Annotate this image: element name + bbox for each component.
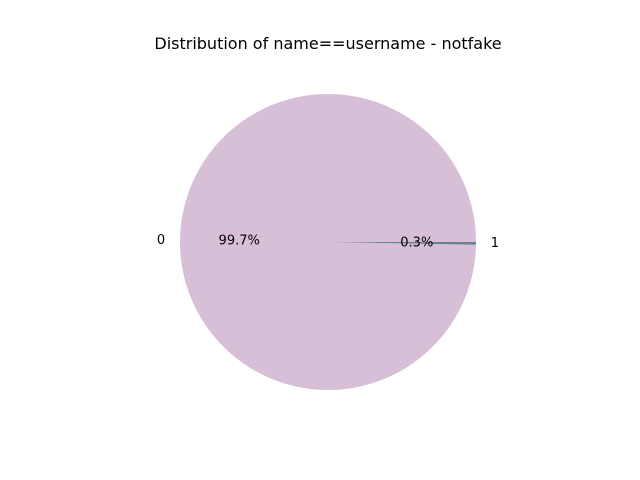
pie-slice-1	[328, 242, 476, 245]
percent-label-0: 99.7%	[219, 234, 260, 249]
pie-slice-0	[180, 93, 477, 390]
percent-label-1: 0.3%	[400, 235, 433, 250]
chart-title: Distribution of name==username - notfake	[154, 34, 501, 53]
pie-slices	[180, 93, 477, 390]
pie-labels: 0 99.7% 1 0.3%	[157, 233, 499, 251]
category-label-0: 0	[157, 233, 165, 248]
category-label-1: 1	[491, 236, 499, 251]
